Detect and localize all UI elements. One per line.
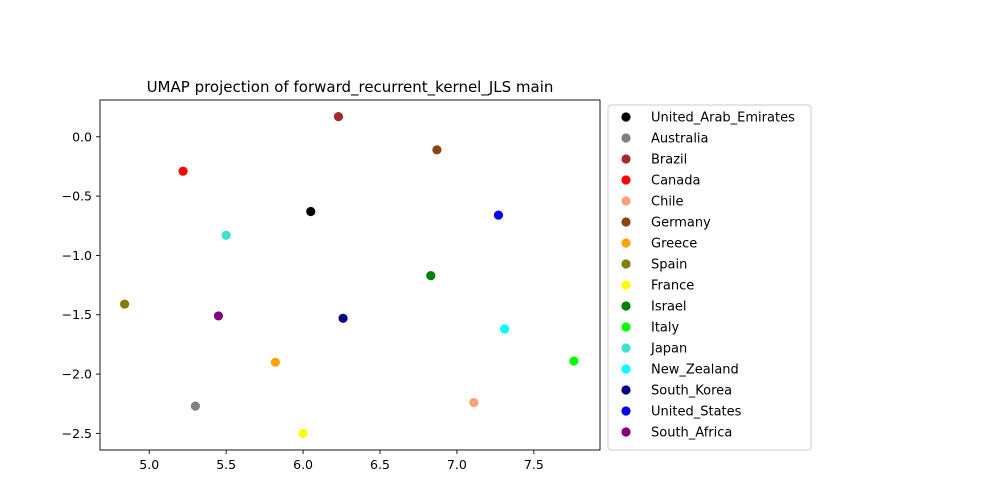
legend-marker-australia <box>621 133 631 143</box>
scatter-point-south-korea <box>338 313 348 323</box>
x-tick-label: 7.0 <box>447 457 467 472</box>
legend-label-australia: Australia <box>651 132 709 147</box>
legend-label-france: France <box>651 279 694 294</box>
y-tick-label: −2.0 <box>62 367 92 382</box>
x-tick-label: 5.5 <box>216 457 236 472</box>
scatter-point-israel <box>426 270 436 281</box>
scatter-point-australia <box>190 401 200 411</box>
axes-frame <box>99 99 601 451</box>
legend-label-united-arab-emirates: United_Arab_Emirates <box>651 111 795 126</box>
y-tick-label: 0.0 <box>72 129 92 144</box>
legend-label-united-states: United_States <box>651 405 742 420</box>
legend: United_Arab_Emirates Australia Brazil Canad… <box>607 104 812 451</box>
y-tick-label: −2.5 <box>62 426 92 441</box>
axes: 5.0 5.5 6.0 6.5 7.0 7.5 0.0 −0.5 −1.0 −1.5 −2.0 −2.… <box>62 99 601 472</box>
scatter-point-brazil <box>333 112 344 122</box>
scatter-point-new-zealand <box>500 324 510 334</box>
scatter-point-spain <box>120 299 130 309</box>
legend-label-chile: Chile <box>651 195 684 210</box>
legend-box <box>607 104 812 451</box>
scatter-point-south-africa <box>213 311 224 321</box>
scatter-point-france <box>298 428 308 438</box>
legend-marker-canada <box>621 175 631 185</box>
legend-label-south-korea: South_Korea <box>651 384 732 399</box>
legend-marker-germany <box>621 217 631 227</box>
scatter-point-united-states <box>493 210 504 220</box>
legend-marker-south-korea <box>621 385 631 395</box>
legend-marker-chile <box>621 196 631 206</box>
scatter-point-japan <box>221 230 231 240</box>
legend-label-israel: Israel <box>651 300 687 315</box>
scatter-point-greece <box>270 357 280 367</box>
y-tick-label: −1.5 <box>62 307 92 322</box>
x-tick-label: 7.5 <box>524 457 544 472</box>
x-tick-label: 5.0 <box>139 457 159 472</box>
legend-label-brazil: Brazil <box>651 153 687 168</box>
legend-marker-spain <box>621 259 631 269</box>
scatter-point-germany <box>432 145 442 155</box>
x-tick-label: 6.0 <box>293 457 313 472</box>
legend-label-canada: Canada <box>651 174 700 189</box>
legend-label-south-africa: South_Africa <box>651 426 732 441</box>
legend-label-japan: Japan <box>650 342 687 357</box>
legend-label-italy: Italy <box>651 321 680 336</box>
legend-label-greece: Greece <box>651 237 697 252</box>
scatter-point-chile <box>469 397 479 408</box>
legend-marker-united-arab-emirates <box>621 112 631 122</box>
legend-label-spain: Spain <box>651 258 687 273</box>
legend-marker-brazil <box>621 154 631 164</box>
legend-marker-italy <box>621 322 631 332</box>
legend-marker-greece <box>621 238 631 248</box>
x-tick-label: 6.5 <box>370 457 390 472</box>
y-tick-label: −1.0 <box>62 248 92 263</box>
scatter-point-united-arab-emirates <box>306 206 316 217</box>
legend-label-new-zealand: New_Zealand <box>651 363 739 378</box>
legend-label-germany: Germany <box>651 216 711 231</box>
plot-area <box>120 112 579 438</box>
scatter-point-italy <box>569 356 579 366</box>
scatter-point-canada <box>178 166 188 176</box>
legend-marker-israel <box>621 301 631 311</box>
legend-marker-new-zealand <box>621 364 631 374</box>
chart-title: UMAP projection of forward_recurrent_ker… <box>147 78 554 97</box>
y-tick-label: −0.5 <box>62 189 92 204</box>
legend-marker-france <box>621 280 631 290</box>
legend-marker-south-africa <box>621 427 631 437</box>
legend-marker-united-states <box>621 406 631 416</box>
legend-marker-japan <box>621 343 631 353</box>
